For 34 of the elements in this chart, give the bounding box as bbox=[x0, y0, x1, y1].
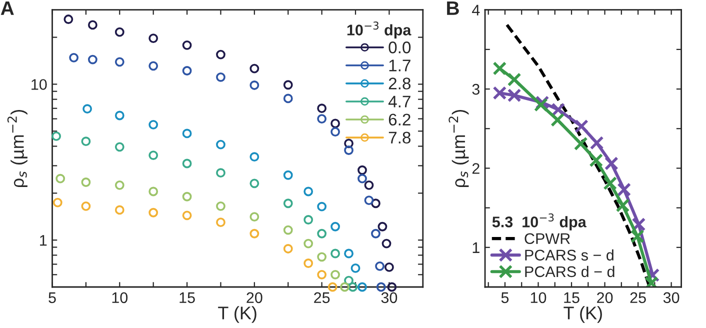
x-tick-label: 30 bbox=[663, 292, 680, 304]
x-tick-label: 10 bbox=[530, 292, 546, 304]
x-tick-label: 5 bbox=[501, 292, 509, 304]
x-tick-label: 10 bbox=[112, 292, 128, 304]
legend-label: 1.7 bbox=[389, 60, 410, 72]
x-tick-label: 15 bbox=[564, 292, 580, 304]
legend-label: 2.8 bbox=[388, 78, 411, 90]
x-tick-label: 20 bbox=[597, 292, 613, 304]
x-axis-title: T (K) bbox=[218, 306, 256, 323]
legend-title: 5.3 10$^{−3}$ dpa bbox=[492, 213, 586, 230]
y-tick-label: 4 bbox=[472, 4, 480, 16]
x-tick-label: 5 bbox=[48, 292, 56, 304]
x-tick-label: 20 bbox=[246, 292, 262, 304]
x-tick-label: 30 bbox=[381, 292, 398, 304]
y-axis-title: ρ$_{s}$ (µm$^{−2}$) bbox=[448, 110, 469, 187]
y-tick-label: 1 bbox=[40, 235, 47, 246]
y-tick-label: 3 bbox=[472, 84, 480, 95]
chart-title: A bbox=[0, 1, 14, 15]
x-axis-title: T (K) bbox=[564, 306, 602, 323]
legend-label: 0.0 bbox=[388, 42, 411, 54]
y-tick-label: 1 bbox=[472, 242, 480, 253]
chart-title: B bbox=[447, 1, 459, 15]
x-tick-label: 25 bbox=[630, 292, 646, 304]
legend-title: 10$^{−3}$ dpa bbox=[347, 22, 412, 38]
x-tick-label: 25 bbox=[314, 292, 330, 304]
legend-label: 6.2 bbox=[388, 114, 410, 126]
legend-label: PCARS s − d bbox=[525, 249, 614, 261]
x-tick-label: 15 bbox=[180, 292, 195, 304]
y-axis-title: ρ$_{s}$ (µm$^{−2}$) bbox=[7, 110, 28, 187]
legend-label: PCARS d − d bbox=[525, 266, 614, 278]
y-tick-label: 2 bbox=[472, 163, 480, 174]
legend-label: 7.8 bbox=[388, 132, 411, 144]
legend-label: CPWR bbox=[524, 233, 570, 244]
legend-label: 4.7 bbox=[388, 96, 410, 108]
